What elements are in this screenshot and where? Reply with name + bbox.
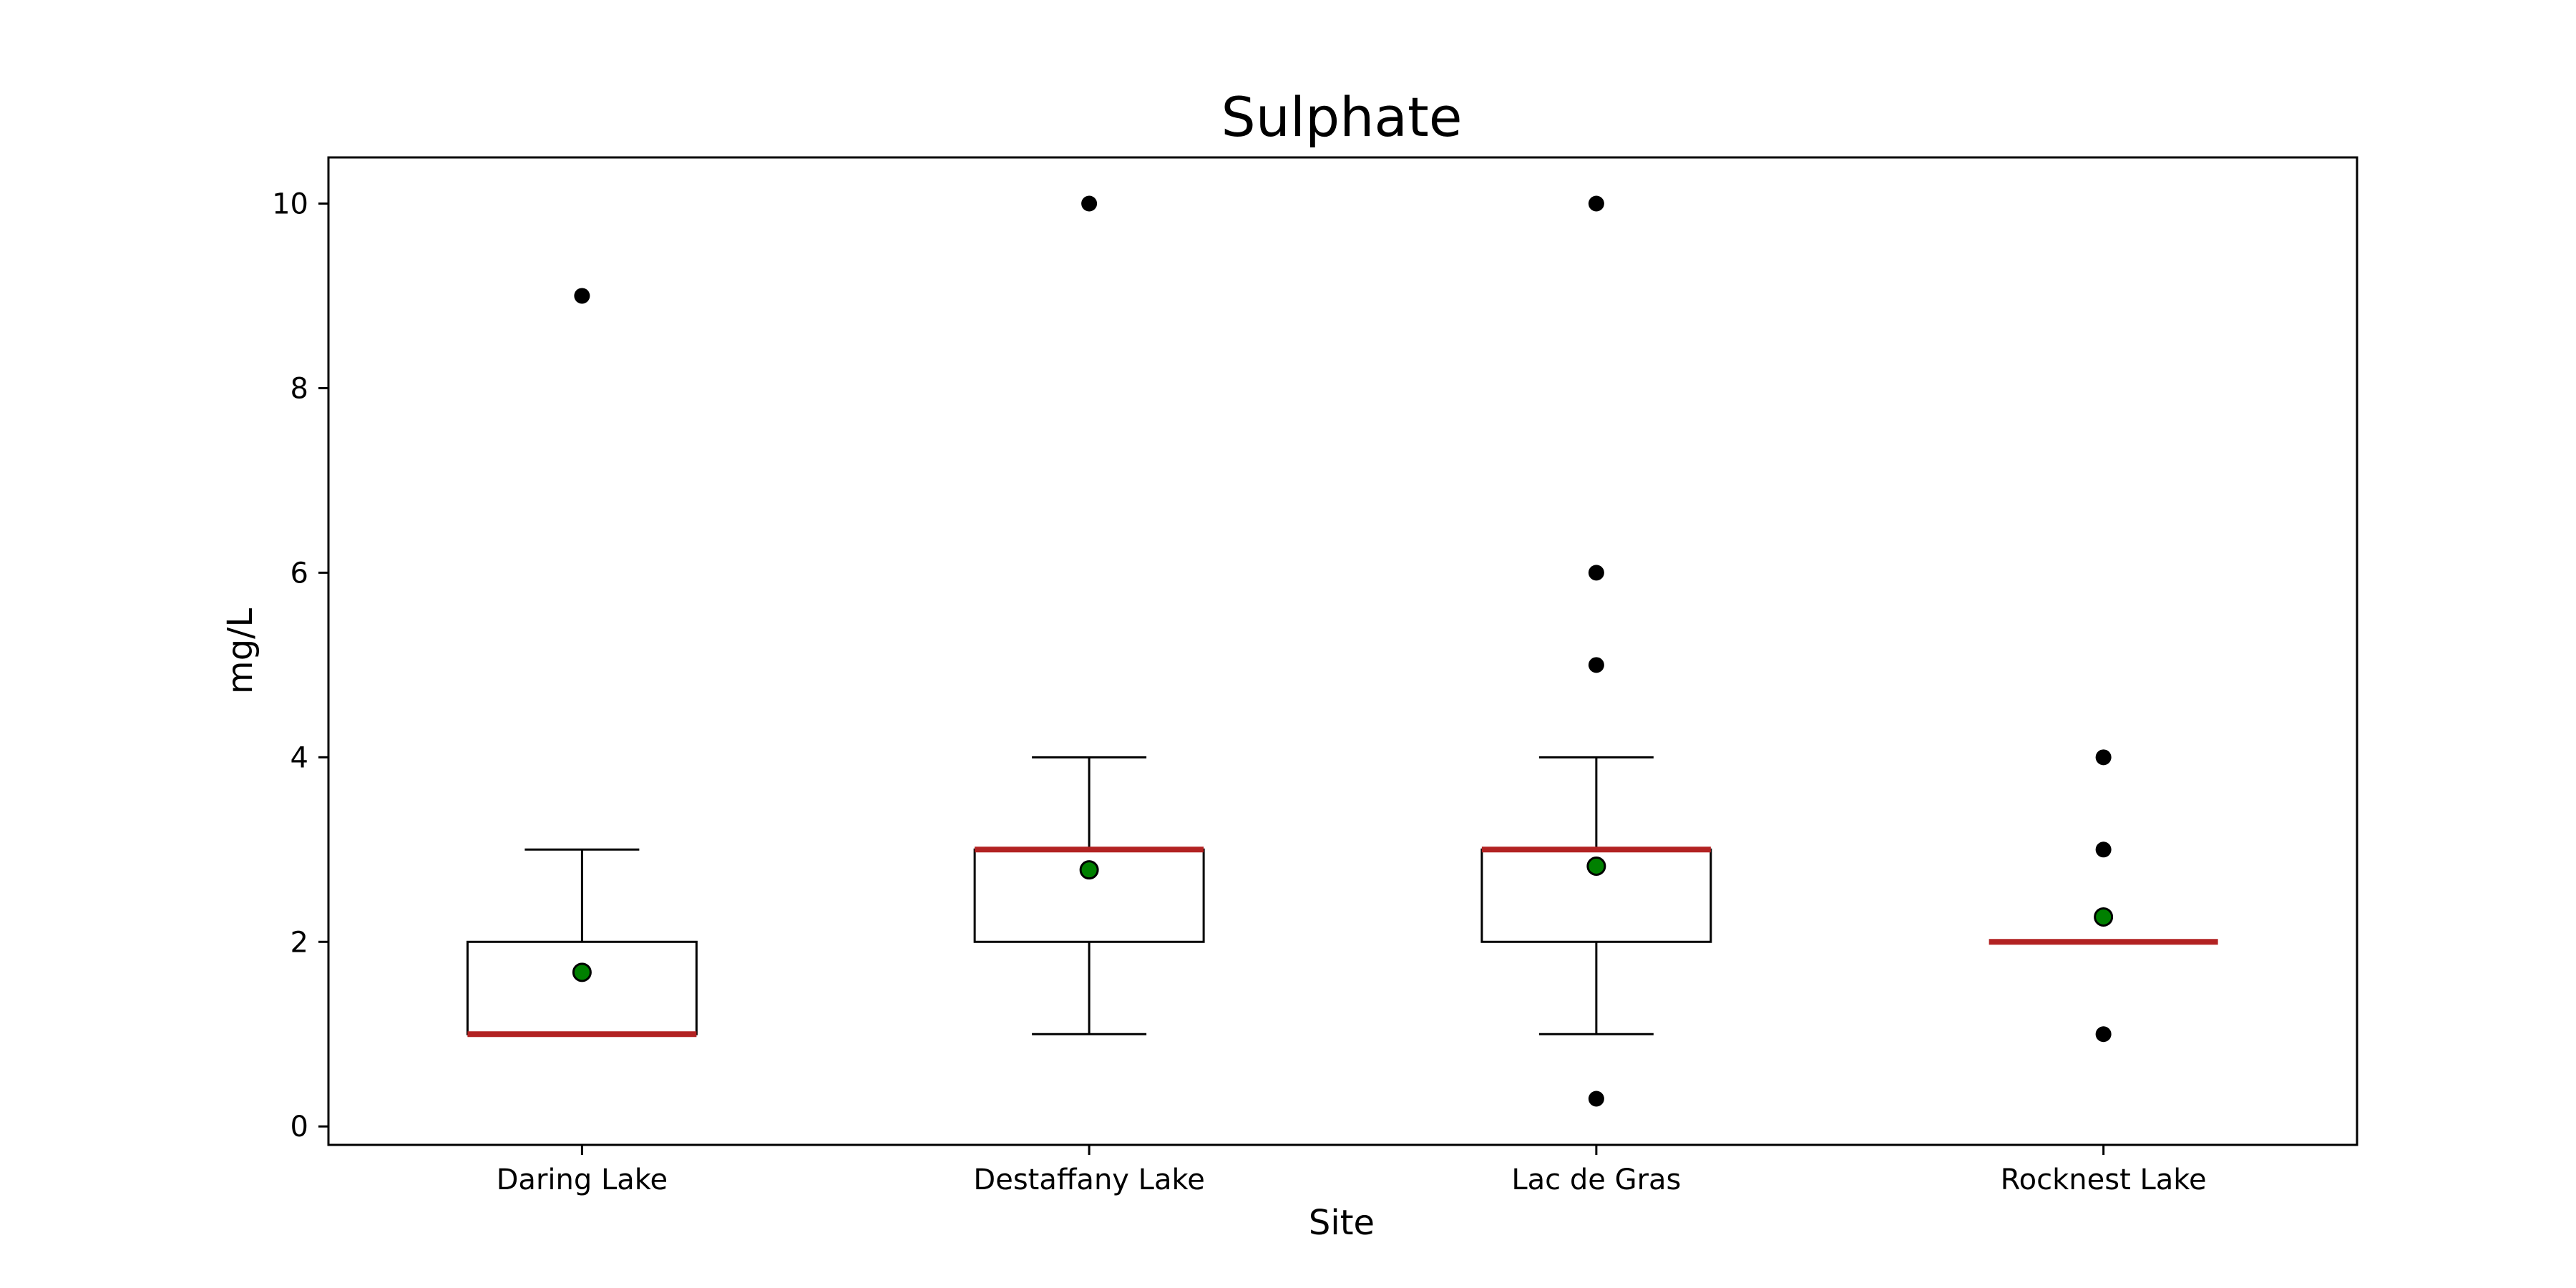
box-group-lac-de-gras <box>1480 195 1712 1107</box>
box-group-daring-lake <box>466 288 698 1038</box>
outlier-point <box>2095 1026 2112 1043</box>
y-tick-label: 6 <box>291 557 308 590</box>
y-axis: 0 2 4 6 8 10 <box>272 187 328 1143</box>
y-axis-label: mg/L <box>220 608 260 694</box>
outlier-point <box>1588 1091 1604 1107</box>
y-tick-label: 0 <box>291 1111 308 1143</box>
plot-frame <box>327 156 2358 1146</box>
outlier-point <box>1588 195 1604 212</box>
chart-title: Sulphate <box>1221 85 1462 149</box>
x-axis-label: Site <box>1309 1203 1375 1243</box>
y-tick-label: 8 <box>291 372 308 405</box>
mean-marker <box>1079 860 1099 880</box>
outlier-point <box>1588 565 1604 581</box>
y-tick-label: 10 <box>272 187 308 220</box>
outlier-point <box>2095 749 2112 766</box>
x-axis: Daring Lake Destaffany Lake Lac de Gras Roc… <box>497 1145 2207 1196</box>
mean-marker <box>1586 857 1606 877</box>
mean-marker <box>572 962 592 982</box>
box-group-destaffany-lake <box>973 195 1205 1035</box>
box-group-rocknest-lake <box>1989 749 2218 1043</box>
outlier-point <box>574 288 590 304</box>
x-tick-label: Destaffany Lake <box>973 1163 1204 1196</box>
mean-marker <box>2094 907 2114 927</box>
outlier-point <box>2095 841 2112 858</box>
x-tick-label: Lac de Gras <box>1511 1163 1681 1196</box>
box-series <box>466 195 2218 1107</box>
outlier-point <box>1081 195 1098 212</box>
x-tick-label: Daring Lake <box>497 1163 668 1196</box>
x-tick-label: Rocknest Lake <box>2001 1163 2207 1196</box>
outlier-point <box>1588 657 1604 673</box>
y-tick-label: 4 <box>291 741 308 774</box>
iqr-box <box>466 940 698 1035</box>
y-tick-label: 2 <box>291 926 308 959</box>
